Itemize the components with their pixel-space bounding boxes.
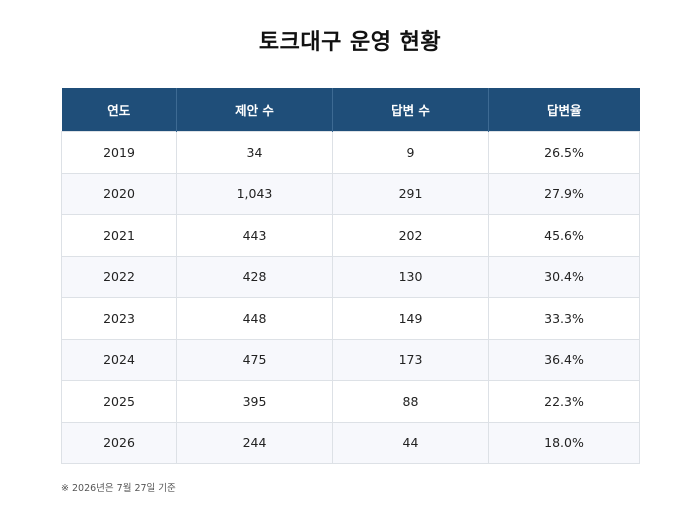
footnote: ※ 2026년은 7월 27일 기준 xyxy=(61,483,176,494)
cell-proposals: 475 xyxy=(176,338,333,381)
operations-table: 연도 제안 수 답변 수 답변율 2019 34 9 26.5% 2020 1,… xyxy=(61,88,640,464)
cell-answer-rate: 36.4% xyxy=(488,338,640,381)
cell-answer-rate: 30.4% xyxy=(488,255,640,298)
cell-proposals: 34 xyxy=(176,131,333,174)
table-row: 2022 428 130 30.4% xyxy=(61,255,640,298)
cell-answer-rate: 45.6% xyxy=(488,214,640,257)
cell-year: 2019 xyxy=(61,131,177,174)
cell-year: 2023 xyxy=(61,297,177,340)
cell-answer-rate: 27.9% xyxy=(488,172,640,215)
cell-answers: 291 xyxy=(332,172,489,215)
cell-year: 2022 xyxy=(61,255,177,298)
header-year: 연도 xyxy=(61,88,177,132)
table-row: 2025 395 88 22.3% xyxy=(61,380,640,423)
table-row: 2026 244 44 18.0% xyxy=(61,421,640,464)
cell-year: 2025 xyxy=(61,380,177,423)
header-answer-rate: 답변율 xyxy=(488,88,640,132)
cell-answers: 173 xyxy=(332,338,489,381)
table-row: 2024 475 173 36.4% xyxy=(61,338,640,381)
table-row: 2021 443 202 45.6% xyxy=(61,214,640,257)
cell-year: 2021 xyxy=(61,214,177,257)
cell-answers: 130 xyxy=(332,255,489,298)
cell-proposals: 244 xyxy=(176,421,333,464)
table-row: 2020 1,043 291 27.9% xyxy=(61,172,640,215)
cell-proposals: 443 xyxy=(176,214,333,257)
cell-answer-rate: 33.3% xyxy=(488,297,640,340)
cell-year: 2024 xyxy=(61,338,177,381)
cell-answers: 202 xyxy=(332,214,489,257)
table-row: 2023 448 149 33.3% xyxy=(61,297,640,340)
header-proposals: 제안 수 xyxy=(176,88,333,132)
table-header: 연도 제안 수 답변 수 답변율 xyxy=(61,88,640,132)
cell-answers: 149 xyxy=(332,297,489,340)
cell-answers: 44 xyxy=(332,421,489,464)
cell-proposals: 1,043 xyxy=(176,172,333,215)
cell-answers: 9 xyxy=(332,131,489,174)
header-row: 연도 제안 수 답변 수 답변율 xyxy=(61,88,640,132)
table-row: 2019 34 9 26.5% xyxy=(61,131,640,174)
cell-proposals: 395 xyxy=(176,380,333,423)
cell-answer-rate: 22.3% xyxy=(488,380,640,423)
cell-year: 2020 xyxy=(61,172,177,215)
cell-proposals: 428 xyxy=(176,255,333,298)
page-title: 토크대구 운영 현황 xyxy=(258,30,442,55)
cell-answer-rate: 26.5% xyxy=(488,131,640,174)
cell-answer-rate: 18.0% xyxy=(488,421,640,464)
cell-proposals: 448 xyxy=(176,297,333,340)
table-body: 2019 34 9 26.5% 2020 1,043 291 27.9% 202… xyxy=(61,131,640,464)
header-answers: 답변 수 xyxy=(332,88,489,132)
cell-answers: 88 xyxy=(332,380,489,423)
cell-year: 2026 xyxy=(61,421,177,464)
